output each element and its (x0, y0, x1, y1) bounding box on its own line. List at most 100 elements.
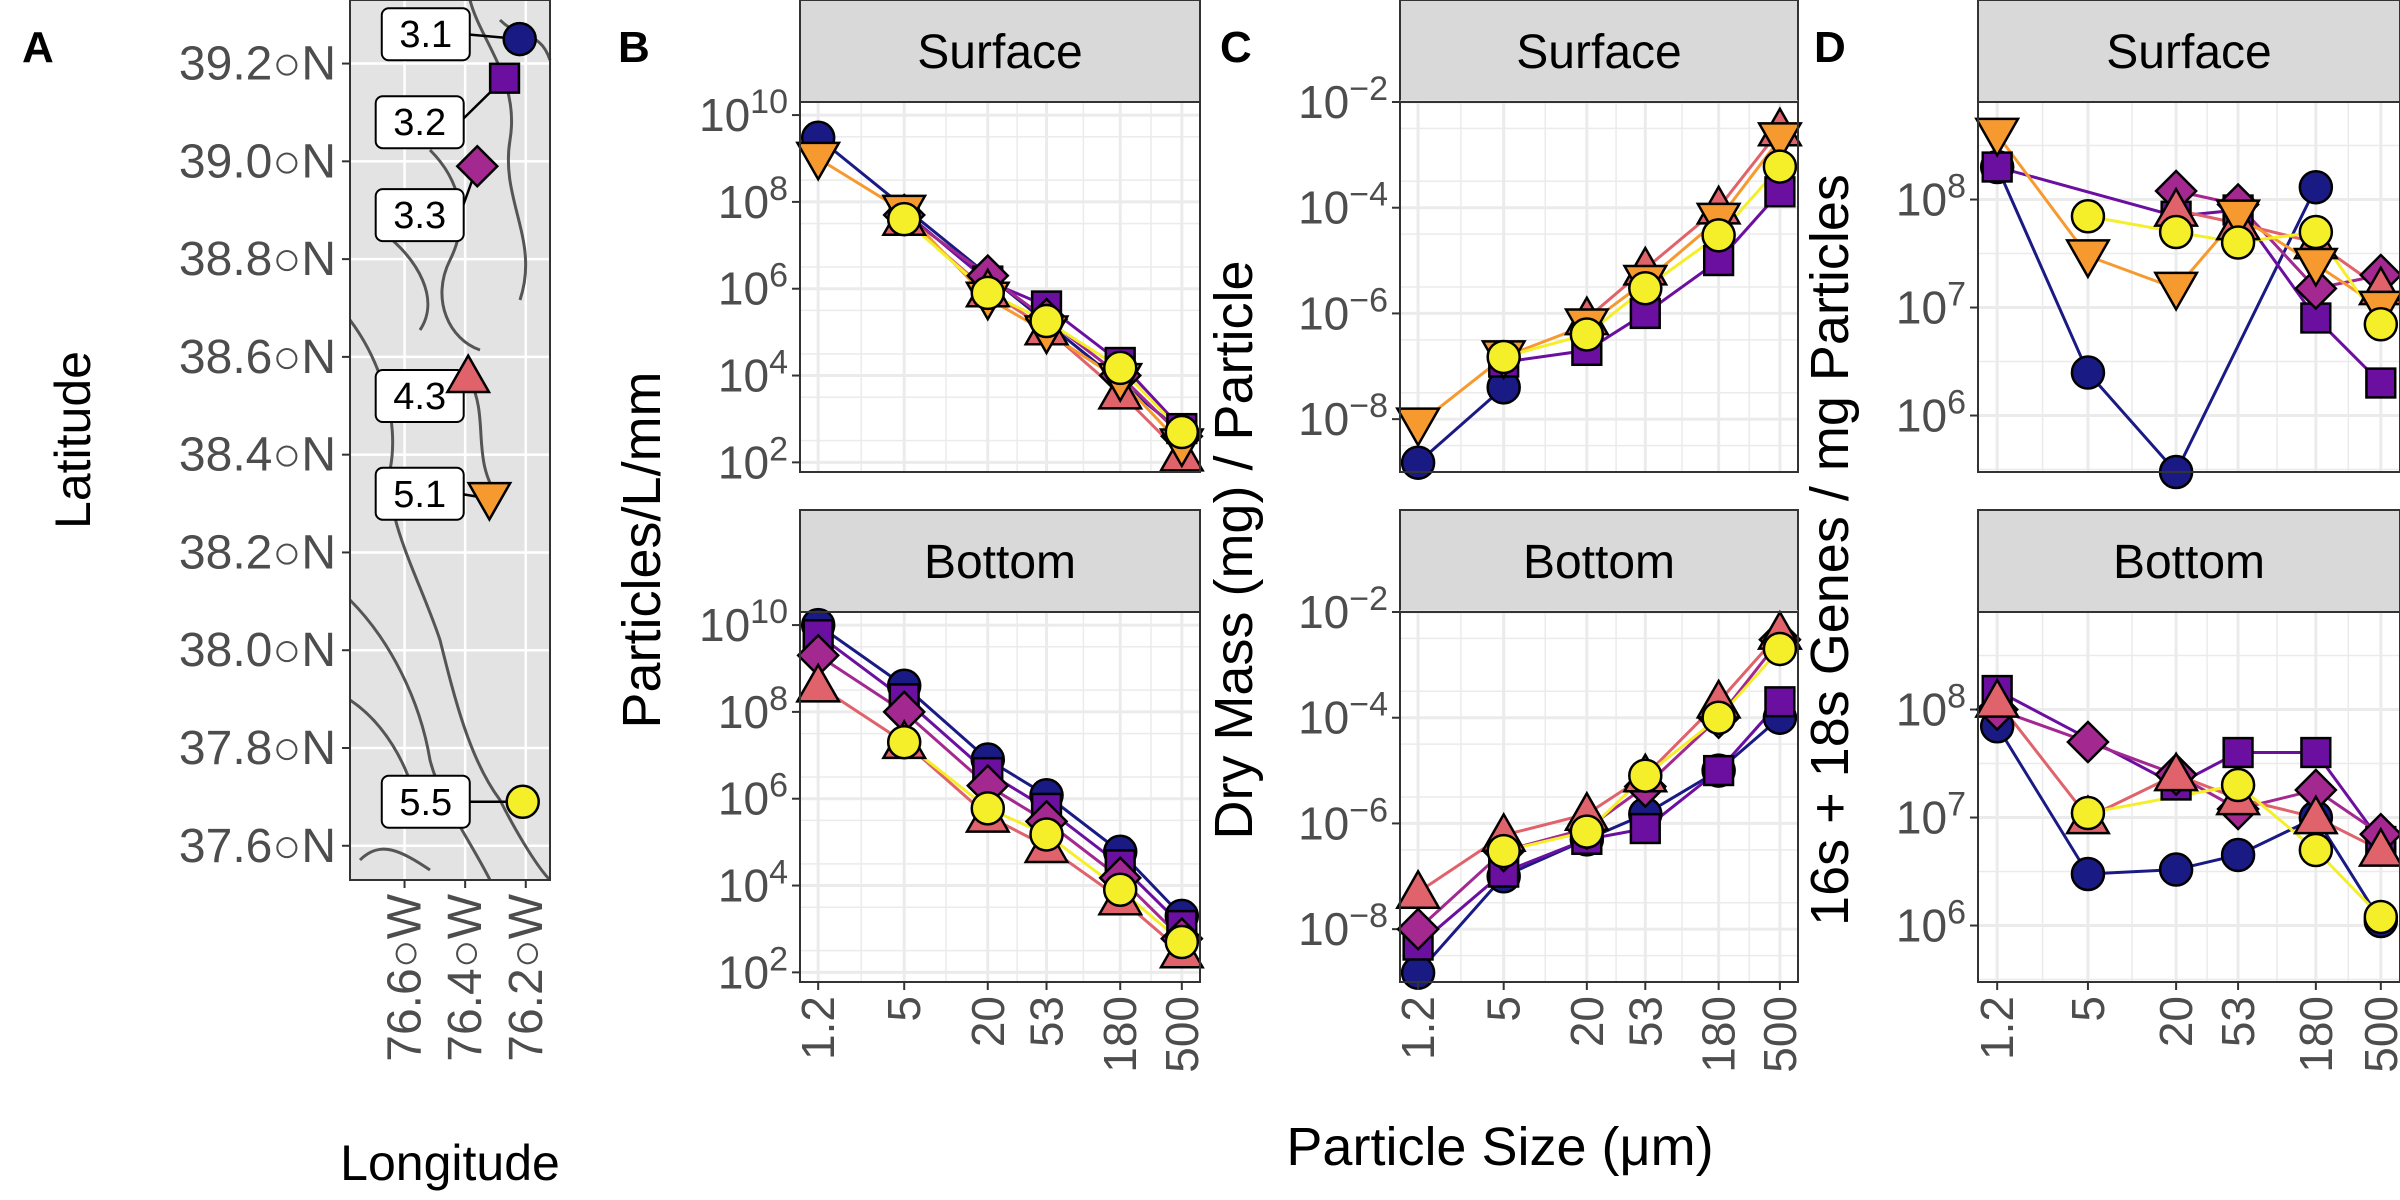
facet-border (1977, 101, 2400, 473)
data-point-3-2 (1629, 812, 1661, 845)
data-point-5-5 (2070, 199, 2106, 234)
data-point-5-5 (886, 724, 922, 760)
panel-b-ylabel: Particles/L/mm (612, 371, 672, 728)
series-line-4-3 (1585, 128, 1782, 320)
data-point-5-1 (2215, 199, 2262, 240)
map-border (349, 0, 551, 881)
coastline-segment (358, 847, 431, 872)
facet-border (799, 611, 1201, 983)
y-tick-label: 1010 (699, 83, 788, 141)
y-tick-label: 106 (1896, 894, 1966, 952)
station-marker (445, 353, 492, 394)
x-tick-label: 180 (1693, 996, 1745, 1073)
data-point-5-5 (1628, 758, 1663, 793)
facet-strip (1977, 0, 2400, 103)
panel-letter-b: B (618, 23, 650, 72)
x-tick-label: 5 (2062, 996, 2114, 1022)
y-tick-label: 10−2 (1298, 580, 1388, 638)
y-tick-label: 10−4 (1298, 176, 1388, 234)
data-point-5-5 (1569, 317, 1605, 352)
map-y-tick-label: 39.2○N (179, 38, 336, 91)
facet-strip (1399, 509, 1799, 613)
data-point-5-5 (1569, 814, 1605, 849)
data-point-5-5 (2158, 214, 2194, 250)
data-point-5-5 (970, 791, 1006, 826)
facet-strip-label: Surface (2106, 26, 2271, 79)
map-x-axis: 76.6○W 76.4○W 76.2○W (379, 880, 553, 1062)
map-y-tick-label: 38.6○N (179, 331, 336, 384)
data-point-3-1 (2220, 837, 2256, 873)
station-label: 5.5 (399, 782, 452, 824)
data-point-4-3 (1395, 868, 1442, 910)
y-tick-label: 10−6 (1298, 791, 1388, 849)
station-label: 4.3 (393, 376, 446, 418)
x-tick-label: 180 (1094, 996, 1146, 1073)
data-point-3-1 (2298, 169, 2334, 205)
facet-border (799, 101, 1201, 473)
data-point-5-5 (2363, 899, 2399, 935)
y-tick-label: 10−8 (1298, 897, 1388, 955)
facet-strip-label: Surface (1516, 26, 1681, 79)
shared-xlabel: Particle Size (μm) (1286, 1117, 1713, 1177)
y-tick-label: 106 (718, 257, 788, 315)
facet-border (1399, 611, 1799, 983)
map-panel: 39.2○N 39.0○N 38.8○N 38.6○N 38.4○N 38.2○N 38.0… (45, 0, 560, 1191)
y-tick-label: 102 (718, 430, 788, 488)
data-point-5-1 (1974, 117, 2021, 158)
facet-bottom: Bottom 10−8 10−6 10−4 10−2 (1298, 509, 1803, 990)
data-point-4-3 (795, 662, 842, 703)
station-label-box (380, 774, 471, 829)
y-tick-label: 108 (718, 170, 788, 228)
station-label-box (374, 188, 465, 243)
station-label-box (380, 7, 471, 62)
data-point-5-5 (1762, 631, 1798, 667)
data-point-3-1 (2158, 852, 2194, 887)
data-point-5-1 (795, 141, 842, 182)
data-point-5-5 (886, 201, 922, 237)
x-tick-label: 500 (1156, 996, 1208, 1073)
x-tick-label: 180 (2290, 996, 2342, 1073)
station-label-box (374, 369, 465, 423)
data-point-3-2 (1702, 754, 1735, 787)
station-marker (505, 784, 540, 820)
data-point-5-5 (970, 275, 1006, 311)
data-point-3-1 (1400, 445, 1436, 480)
station-marker (466, 481, 513, 522)
station-marker (502, 21, 537, 57)
facet-strip (799, 509, 1201, 613)
y-tick-label: 104 (718, 854, 788, 912)
panel-b-particle-concentration: Surface 102 104 106 108 1010 Bottom 102 104 106 10… (699, 0, 1208, 1073)
y-tick-label: 106 (1896, 384, 1966, 442)
coastline-segment (468, 0, 528, 301)
data-point-5-5 (1486, 833, 1521, 869)
facet-strip (1399, 0, 1799, 103)
data-point-5-5 (2220, 767, 2256, 803)
y-tick-label: 1010 (699, 593, 788, 651)
facet-border (1399, 101, 1799, 473)
y-tick-label: 10−6 (1298, 281, 1388, 339)
data-point-5-5 (2298, 214, 2334, 250)
y-tick-label: 10−4 (1298, 686, 1388, 744)
data-point-3-2 (2300, 736, 2332, 769)
station-marker (455, 144, 500, 188)
y-tick-label: 107 (1896, 786, 1966, 844)
map-coastline (348, 0, 552, 882)
x-tick-label: 1.2 (1971, 996, 2023, 1060)
map-y-tick-label: 37.6○N (179, 820, 336, 873)
data-point-5-5 (1164, 414, 1200, 450)
map-x-tick-label: 76.2○W (500, 893, 553, 1061)
x-tick-label: 53 (2212, 996, 2264, 1047)
map-y-axis: 39.2○N 39.0○N 38.8○N 38.6○N 38.4○N 38.2○N 38.0… (179, 38, 350, 873)
panel-c-ylabel: Dry Mass (mg) / Particle (1204, 260, 1264, 839)
y-tick-label: 104 (718, 344, 788, 402)
panel-letter-c: C (1220, 23, 1252, 72)
x-tick-label: 5 (878, 996, 930, 1022)
data-point-3-1 (2070, 355, 2106, 390)
map-y-tick-label: 37.8○N (179, 722, 336, 775)
facet-strip (799, 0, 1201, 103)
facet-strip-label: Surface (917, 26, 1082, 79)
data-point-5-5 (1102, 350, 1138, 386)
coastline-segment (428, 148, 481, 352)
series-line-3-1 (1995, 725, 2383, 922)
